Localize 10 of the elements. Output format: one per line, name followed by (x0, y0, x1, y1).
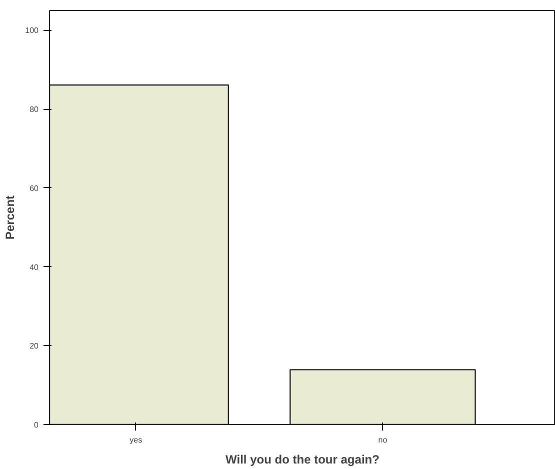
y-tick-label: 0 (34, 420, 40, 430)
y-tick-label: 60 (30, 184, 40, 193)
y-tick-label: 80 (30, 105, 40, 114)
y-tick-label: 40 (30, 262, 40, 272)
y-tick-label: 20 (30, 342, 40, 351)
y-axis-title: Percent (3, 195, 18, 240)
x-tick-label: no (378, 436, 388, 444)
x-tick-label: yes (130, 436, 142, 444)
x-axis-title: Will you do the tour again? (226, 452, 380, 466)
y-tick-label: 100 (25, 26, 40, 36)
